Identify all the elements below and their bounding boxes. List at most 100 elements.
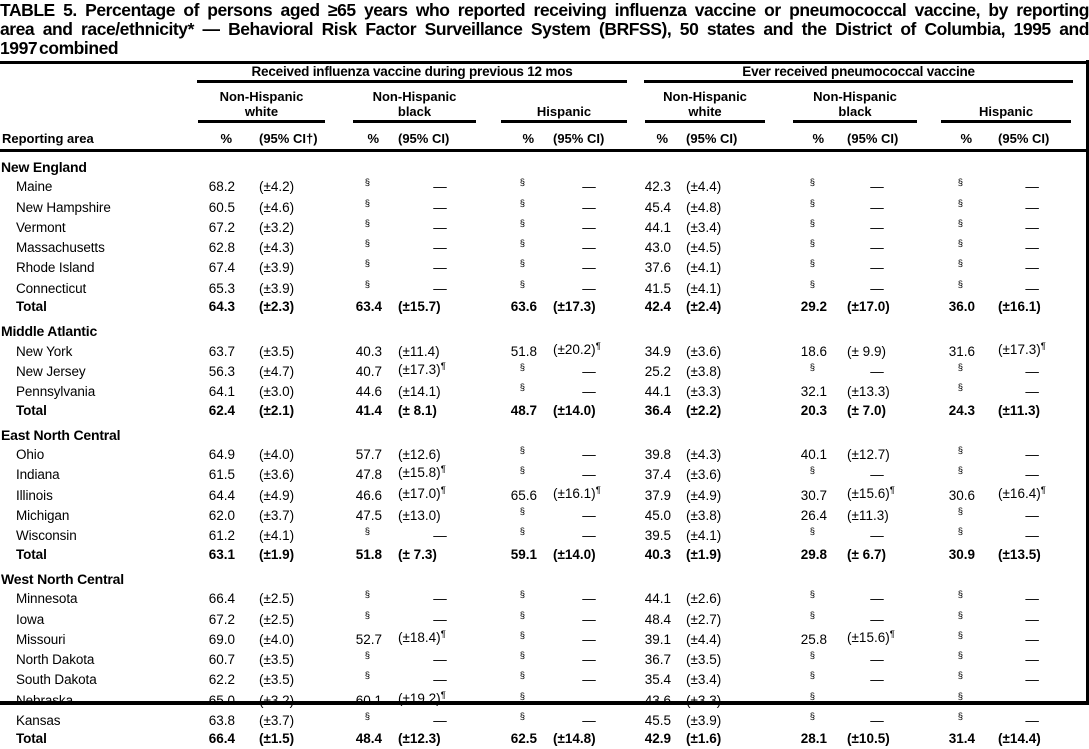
subgroup-line2: white (688, 104, 722, 119)
region-header-cell: West North Central (1, 570, 124, 587)
percent-cell: § (927, 710, 975, 730)
ci-cell: — (433, 672, 447, 688)
state-row: New Hampshire 60.5 (±4.6) § — § — 45.4 (±4.8) § — §… (0, 197, 1089, 217)
percent-cell: 62.4 (208, 402, 235, 418)
percent-cell: 36.0 (948, 299, 976, 315)
pct-header: % (767, 123, 828, 152)
section-footnote-mark: § (957, 629, 964, 641)
ci-header: (95% CI) (537, 123, 642, 152)
percent-cell: § (927, 176, 975, 196)
percent-cell: § (332, 609, 382, 629)
percent-cell: § (498, 381, 537, 401)
ci-cell: (± 7.3) (398, 546, 437, 562)
ci-cell: (±2.2) (686, 402, 722, 418)
percent-cell: 65.3 (208, 280, 235, 296)
percent-cell: 62.2 (208, 672, 235, 688)
state-row: Illinois 64.4 (±4.9) 46.6 (±17.0)¶ 65.6 (±16.1… (0, 485, 1089, 505)
percent-cell: § (767, 278, 827, 298)
flu-hispanic-header: Hispanic (498, 83, 641, 123)
ci-cell: (±3.5) (686, 652, 722, 668)
percent-cell: 29.8 (800, 546, 828, 562)
percent-cell: 64.1 (208, 384, 235, 400)
percent-cell: § (332, 237, 382, 257)
ci-cell: (±4.8) (686, 199, 722, 215)
ci-cell: — (870, 280, 884, 296)
region-row: West North Central (0, 564, 1089, 588)
state-row: Missouri 69.0 (±4.0) 52.7 (±18.4)¶ § — 39.1 (±4.… (0, 629, 1089, 649)
ci-cell: (±19.2)¶ (398, 689, 446, 706)
ci-cell: — (582, 631, 596, 647)
ci-cell: — (1025, 672, 1039, 688)
percent-cell: 41.4 (355, 402, 382, 418)
percent-cell: 31.6 (948, 343, 976, 359)
percent-cell: 64.4 (208, 487, 235, 503)
reporting-area-cell: Iowa (16, 611, 45, 627)
percent-cell: 30.7 (800, 487, 828, 503)
reporting-area-cell: Ohio (16, 447, 45, 463)
ci-cell: — (870, 713, 884, 729)
ci-cell: (±4.2) (259, 179, 295, 195)
ci-cell: (±11.4) (398, 343, 440, 359)
percent-cell: § (927, 690, 975, 710)
reporting-area-cell: Massachusetts (16, 240, 105, 256)
percent-cell: 65.0 (183, 690, 235, 710)
ci-cell: — (1025, 652, 1039, 668)
percent-cell: § (498, 525, 537, 545)
percent-cell: 41.5 (644, 280, 672, 296)
ci-cell: (±15.6)¶ (847, 484, 895, 501)
section-footnote-mark: § (809, 589, 816, 601)
section-footnote-mark: § (809, 650, 816, 662)
state-row: New Jersey 56.3 (±4.7) 40.7 (±17.3)¶ § — 25.2 (±… (0, 361, 1089, 381)
ci-cell: (±10.5) (847, 731, 890, 747)
percent-cell: 66.4 (208, 731, 235, 747)
state-row: Maine 68.2 (±4.2) § — § — 42.3 (±4.4) § — § — (0, 176, 1089, 196)
ci-cell: — (582, 713, 596, 729)
percent-cell: 51.8 (355, 546, 382, 562)
ci-cell: — (582, 179, 596, 195)
percent-cell: § (767, 237, 827, 257)
ci-cell: — (870, 179, 884, 195)
percent-cell: 42.3 (644, 179, 672, 195)
ci-cell: (±3.8) (686, 363, 722, 379)
percent-cell: § (332, 525, 382, 545)
percent-cell: 29.2 (800, 299, 828, 315)
ci-cell: (±4.9) (686, 487, 722, 503)
ci-header: (95% CI) (382, 123, 498, 152)
percent-cell: 32.1 (800, 384, 828, 400)
percent-cell: 62.8 (208, 240, 235, 256)
ci-cell: (±14.1) (398, 384, 441, 400)
ci-cell: — (433, 219, 447, 235)
percent-cell: § (332, 257, 382, 277)
ci-cell: — (582, 240, 596, 256)
ci-cell: (±14.8) (553, 731, 596, 747)
section-footnote-mark: § (957, 177, 964, 189)
section-footnote-mark: § (809, 278, 816, 290)
table-title: TABLE 5. Percentage of persons aged ≥65 … (0, 0, 1089, 58)
ci-cell: (±3.7) (259, 508, 295, 524)
percent-cell: § (927, 257, 975, 277)
ci-cell: (±12.7) (847, 447, 890, 463)
ci-cell: — (827, 690, 927, 710)
ci-cell: — (582, 260, 596, 276)
ci-cell: (±3.4) (686, 219, 722, 235)
ci-cell: (±3.6) (259, 467, 295, 483)
region-row: East North Central (0, 420, 1089, 444)
section-footnote-mark: § (519, 197, 525, 209)
ci-cell: — (1025, 631, 1039, 647)
ci-cell: (±15.6)¶ (847, 628, 895, 645)
percent-cell: 67.2 (208, 219, 235, 235)
pilcrow-footnote-mark: ¶ (440, 360, 446, 372)
percent-cell: 26.4 (800, 508, 828, 524)
total-row: Total 63.1 (±1.9) 51.8 (± 7.3) 59.1 (±14.0) 40.… (0, 546, 1089, 564)
region-header-cell: New England (1, 159, 87, 175)
section-footnote-mark: § (519, 506, 525, 518)
percent-cell: 24.3 (948, 402, 976, 418)
ci-cell: — (870, 219, 884, 235)
percent-cell: 66.4 (208, 591, 235, 607)
percent-cell: § (927, 361, 975, 381)
section-footnote-mark: § (519, 690, 525, 702)
ci-cell: (±17.3)¶ (398, 360, 446, 377)
reporting-area-cell: North Dakota (16, 652, 95, 668)
percent-cell: 36.7 (644, 652, 672, 668)
ci-cell: (±4.5) (686, 240, 722, 256)
